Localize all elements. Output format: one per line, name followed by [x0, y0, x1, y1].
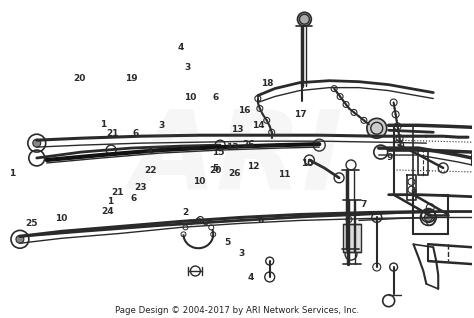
Text: 25: 25	[26, 219, 38, 228]
Text: 21: 21	[106, 129, 119, 138]
Text: 26: 26	[228, 169, 241, 178]
Text: 13: 13	[226, 143, 238, 152]
Text: 24: 24	[101, 206, 114, 216]
Text: 1: 1	[100, 120, 106, 129]
Text: 13: 13	[231, 125, 243, 134]
Circle shape	[33, 139, 41, 147]
Text: 6: 6	[213, 93, 219, 102]
Text: 2: 2	[182, 208, 189, 217]
Text: 21: 21	[111, 188, 123, 197]
Text: 7: 7	[361, 200, 367, 209]
Text: 1: 1	[107, 197, 113, 206]
Text: 12: 12	[247, 162, 260, 171]
Text: 26: 26	[243, 140, 255, 149]
Text: 4: 4	[177, 43, 184, 52]
Text: 10: 10	[184, 93, 196, 102]
Text: 3: 3	[238, 249, 245, 258]
Text: 10: 10	[301, 159, 314, 168]
Text: 19: 19	[125, 74, 137, 83]
Text: 6: 6	[257, 216, 264, 225]
Circle shape	[424, 213, 432, 221]
Circle shape	[16, 235, 24, 243]
Text: 5: 5	[213, 164, 219, 173]
Text: ARI: ARI	[130, 106, 344, 212]
Text: 8: 8	[410, 189, 416, 198]
Text: 20: 20	[210, 166, 222, 175]
Text: 10: 10	[193, 176, 206, 186]
Text: 3: 3	[159, 121, 165, 130]
Text: 5: 5	[225, 238, 231, 247]
Text: 22: 22	[144, 166, 156, 175]
Text: 3: 3	[184, 63, 191, 72]
Circle shape	[367, 118, 387, 138]
Circle shape	[298, 12, 311, 26]
Text: 10: 10	[55, 214, 67, 223]
Text: 20: 20	[73, 74, 86, 83]
Text: 15: 15	[212, 148, 225, 157]
Bar	[343, 225, 361, 252]
Text: 6: 6	[133, 129, 139, 138]
Text: 9: 9	[386, 153, 393, 162]
Text: 17: 17	[294, 110, 307, 119]
Text: 1: 1	[9, 169, 16, 178]
Text: Page Design © 2004-2017 by ARI Network Services, Inc.: Page Design © 2004-2017 by ARI Network S…	[115, 306, 359, 315]
Text: 14: 14	[252, 121, 264, 130]
Text: 11: 11	[278, 170, 290, 179]
Text: 6: 6	[130, 194, 137, 203]
Text: 4: 4	[248, 273, 254, 282]
Text: 16: 16	[238, 106, 250, 115]
Text: 4: 4	[147, 147, 153, 156]
Text: 18: 18	[261, 79, 274, 88]
Text: 23: 23	[135, 183, 147, 192]
